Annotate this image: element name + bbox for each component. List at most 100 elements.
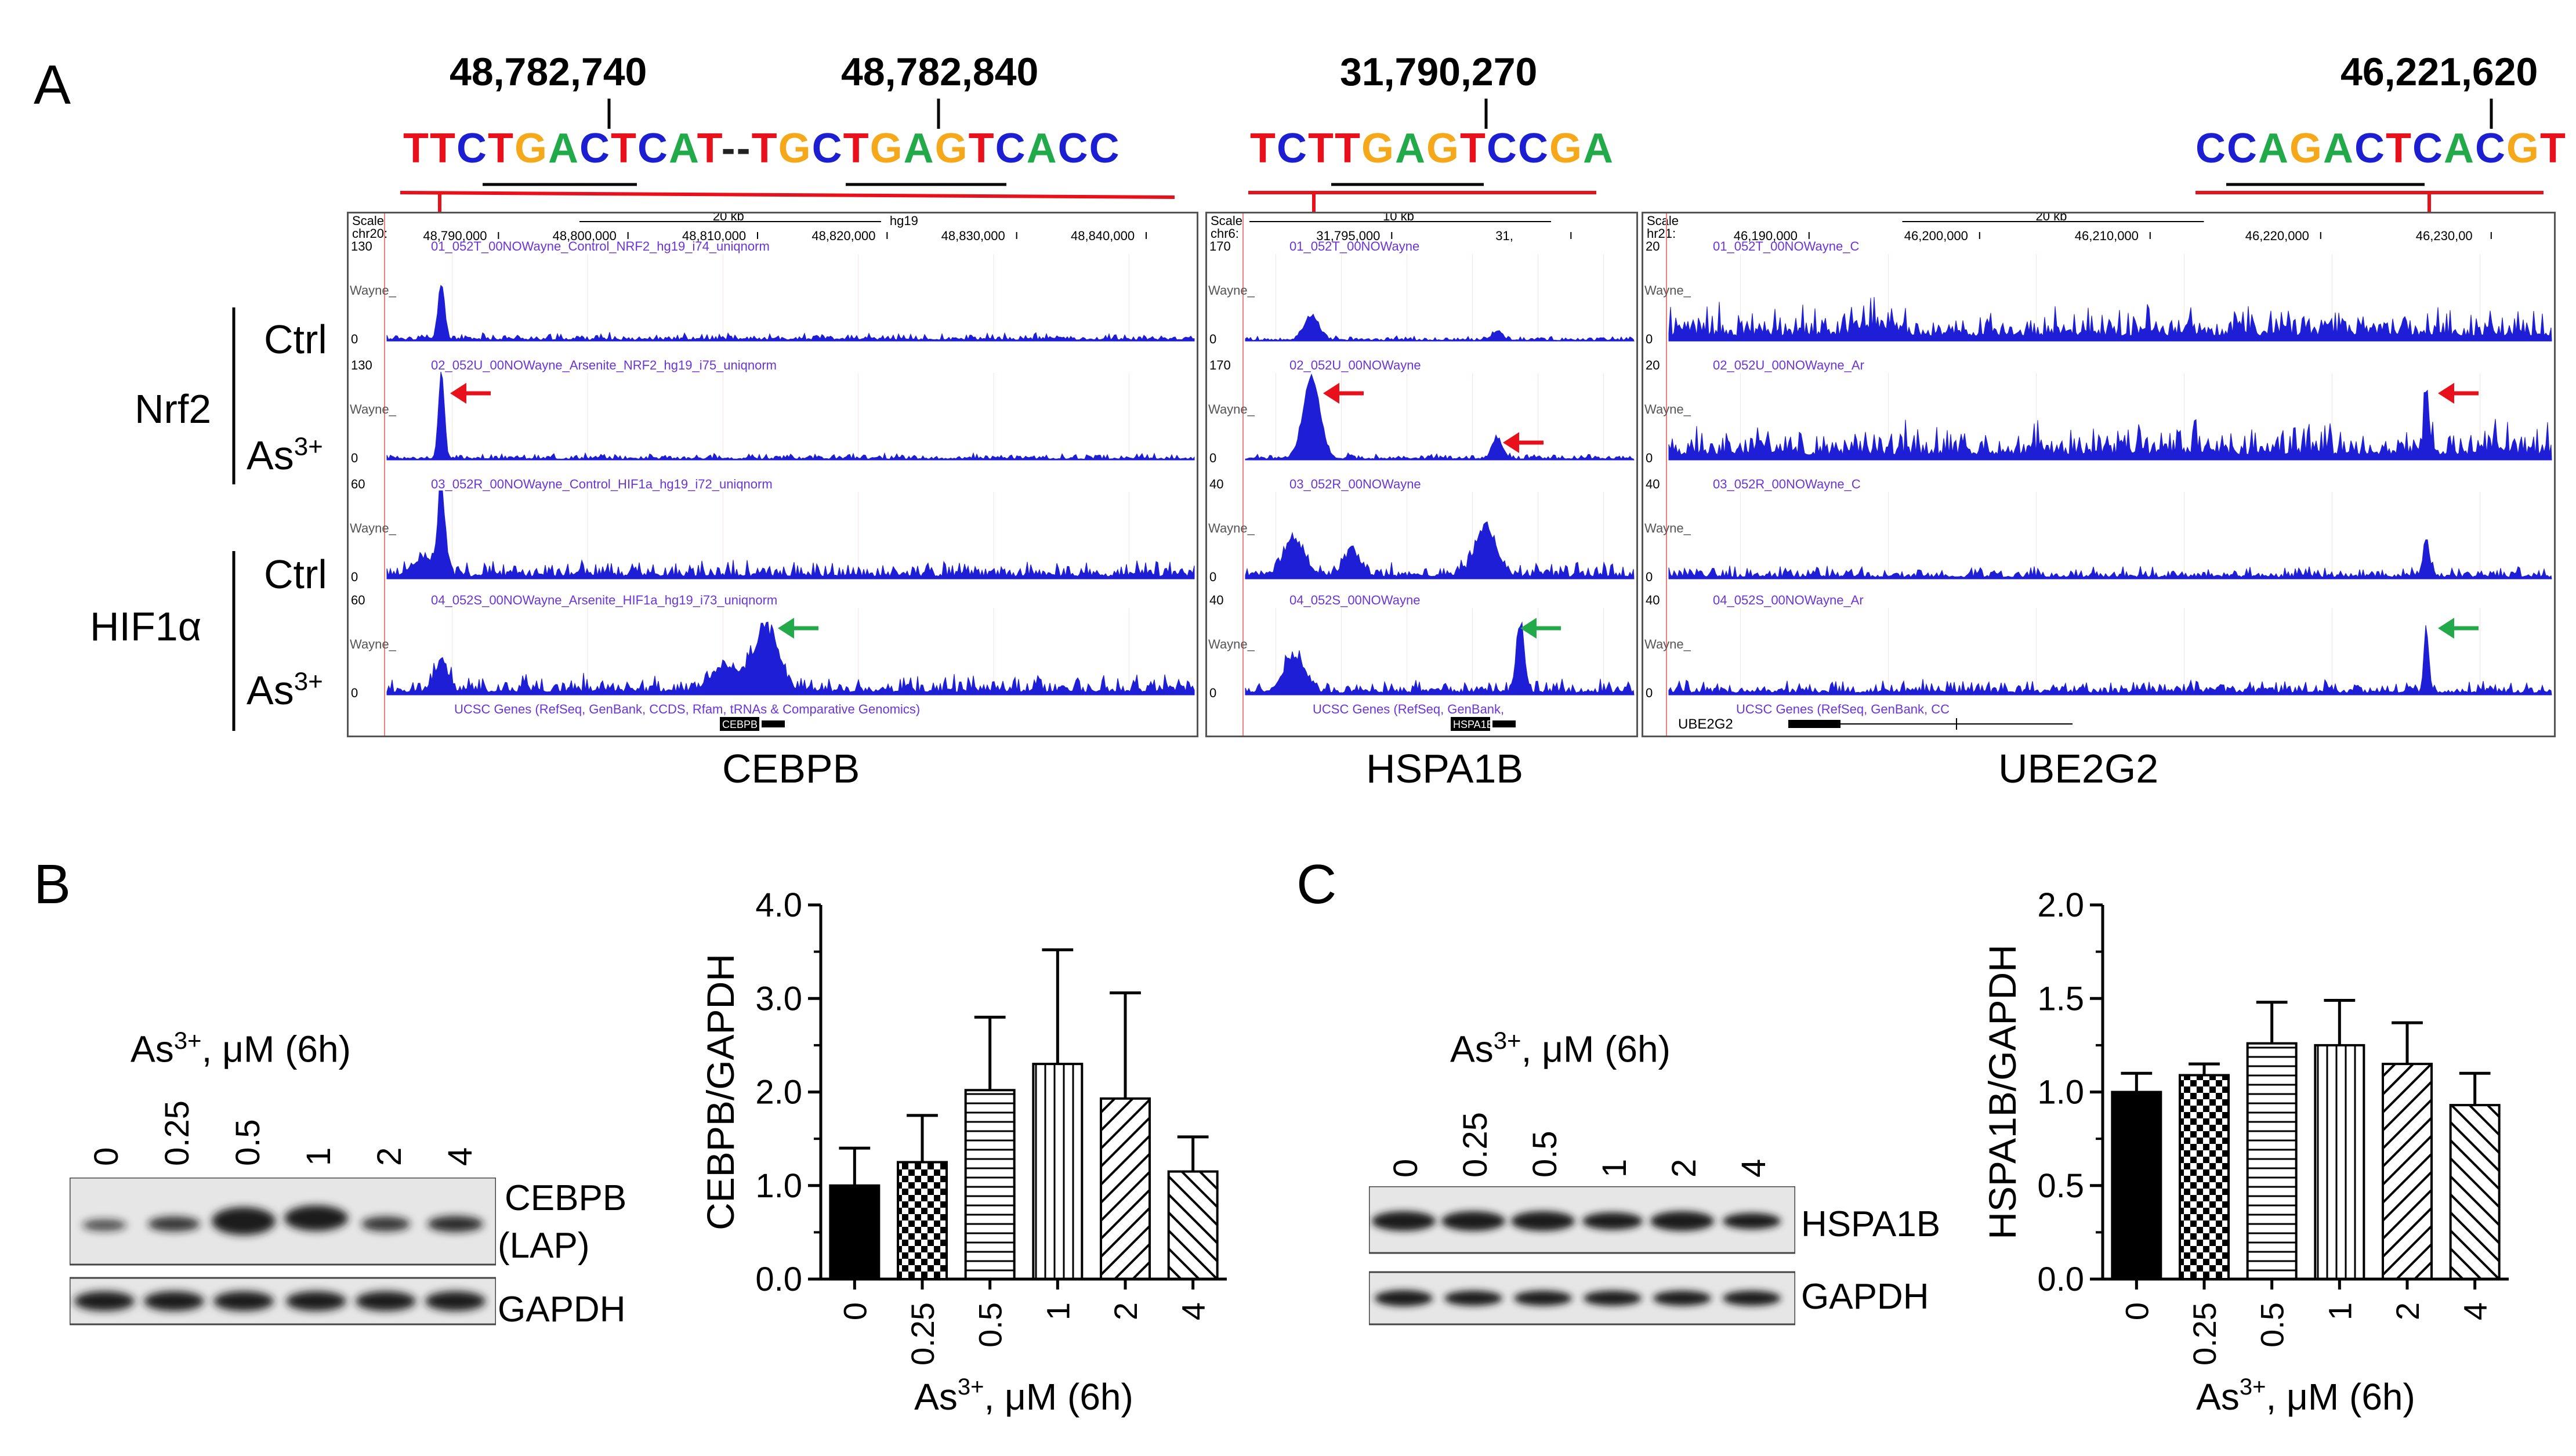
x-tick-label: 1 — [1039, 1302, 1076, 1320]
sequence-letter: C — [811, 125, 843, 172]
sequence-letter: A — [903, 125, 935, 172]
lane-label: 0.5 — [229, 1119, 267, 1166]
browser-track-prefix: Wayne_ — [1208, 283, 1255, 298]
lane-label: 0 — [1387, 1158, 1425, 1178]
signal-track — [1668, 539, 2552, 579]
sequence-letter: T — [487, 125, 515, 172]
y-axis-title: HSPA1B/GAPDH — [1981, 944, 2024, 1240]
sequence-letter: G — [869, 125, 904, 172]
browser-track-zero: 0 — [1646, 451, 1653, 465]
x-tick-label: 0.25 — [904, 1302, 941, 1366]
genome-browser-ube2g2: Scale hr21: 20 kb 46,190,000 46,200,000 46,21… — [1642, 212, 2556, 737]
panel-b-western-blot — [70, 1178, 496, 1325]
y-tick-label: 3.0 — [755, 980, 802, 1017]
x-tick-label: 4 — [1175, 1302, 1212, 1320]
bar — [964, 1089, 1016, 1280]
x-tick-label: 1 — [2321, 1302, 2358, 1320]
gene-label-hspa1b: HSPA1B — [1366, 746, 1524, 791]
sequence-letter: T — [1334, 125, 1361, 172]
browser-track-name: 03_052R_00NOWayne — [1289, 477, 1421, 491]
signal-track — [1245, 373, 1635, 461]
sequence-letter: A — [1394, 125, 1426, 172]
sequence-letter: G — [2289, 125, 2324, 172]
browser-track-zero: 0 — [1646, 686, 1653, 700]
browser-track-name: 03_052R_00NOWayne_C — [1713, 477, 1861, 491]
browser-scale-value: 10 kb — [1383, 213, 1414, 223]
gene-model-name: UBE2G2 — [1678, 716, 1733, 732]
browser-track-max: 20 — [1646, 239, 1660, 253]
x-tick-label: 0.5 — [2254, 1302, 2291, 1348]
sequence-letter: G — [778, 125, 812, 172]
peak-indicator-arrow — [2438, 383, 2479, 404]
coord-label-3: 31,790,270 — [1340, 50, 1538, 94]
browser-track-zero: 0 — [1209, 332, 1216, 346]
bar — [1100, 1097, 1151, 1280]
signal-track — [1668, 297, 2552, 342]
peak-indicator-arrow — [1520, 618, 1561, 639]
browser-track-zero: 0 — [1209, 686, 1216, 700]
bar — [2382, 1063, 2433, 1280]
peak-indicator-arrow — [450, 383, 491, 404]
browser-track-name: 01_052T_00NOWayne_Control_NRF2_hg19_i74_… — [431, 239, 770, 253]
bar — [829, 1184, 881, 1280]
signal-track — [1668, 389, 2552, 461]
lane-label: 2 — [371, 1147, 408, 1166]
label-nrf2-as: As3+ — [247, 432, 323, 478]
lane-label: 4 — [441, 1147, 479, 1166]
bar — [2314, 1044, 2365, 1280]
browser-tick-label: 46,200,000 — [1904, 229, 1968, 243]
browser-assembly: hg19 — [890, 213, 918, 228]
panel-b-letter: B — [34, 853, 71, 915]
panel-c-band-hspa1b: HSPA1B — [1801, 1204, 1941, 1244]
lane-label: 2 — [1665, 1158, 1703, 1178]
sequence-letter: T — [751, 125, 778, 172]
sequence-letter: T — [1459, 125, 1487, 172]
panel-c-letter: C — [1296, 853, 1337, 915]
peak-indicator-arrow — [778, 618, 818, 639]
browser-track-max: 60 — [351, 593, 365, 607]
signal-track — [1245, 313, 1635, 342]
panel-c-bar-chart: 0.0 0.5 1.0 1.5 2.0 0 0.25 0.5 1 2 4 HSPA1B/GAPDH As… — [1981, 886, 2509, 1418]
sequence-letter: A — [2444, 125, 2475, 172]
browser-track-name: 01_052T_00NOWayne — [1289, 239, 1419, 253]
browser-tick-label: 48,790,000 — [423, 229, 487, 243]
browser-track-prefix: Wayne_ — [1644, 521, 1691, 535]
sequence-letter: C — [2195, 125, 2227, 172]
sequence-letter: G — [934, 125, 969, 172]
browser-track-name: 03_052R_00NOWayne_Control_HIF1a_hg19_i72… — [431, 477, 773, 491]
panel-a-letter: A — [34, 54, 71, 116]
panel-b-band-cebpb: CEBPB — [505, 1178, 627, 1218]
browser-tick-label: 46,230,00 — [2416, 229, 2473, 243]
sequence-cebpb: TTCTGACTCAT--TGCTGAGTCACC — [403, 125, 1121, 172]
browser-track-name: 04_052S_00NOWayne — [1289, 593, 1420, 607]
browser-track-prefix: Wayne_ — [1644, 637, 1691, 651]
cebpb-band-6 — [427, 1216, 483, 1232]
signal-track — [1245, 521, 1635, 579]
cebpb-band-5 — [361, 1216, 410, 1232]
browser-gene-track-label: UCSC Genes (RefSeq, GenBank, CC — [1736, 702, 1950, 716]
y-tick-label: 1.0 — [2037, 1074, 2084, 1111]
x-axis-title: As3+, μM (6h) — [914, 1374, 1133, 1418]
browser-tick-label: 48,840,000 — [1071, 229, 1135, 243]
browser-chr-label: chr6: — [1211, 226, 1239, 241]
sequence-letter: C — [1057, 125, 1089, 172]
bar — [2246, 1042, 2298, 1280]
panel-c-treatment-label: As3+, μM (6h) — [1450, 1027, 1671, 1070]
signal-track — [1245, 621, 1635, 696]
peak-indicator-arrow — [2438, 618, 2479, 639]
sequence-letter: C — [2227, 125, 2258, 172]
signal-track — [386, 621, 1195, 696]
gene-model-box — [1451, 717, 1490, 731]
sequence-letter: T — [2386, 125, 2412, 172]
sequence-letter: A — [668, 125, 697, 172]
panel-c-western-blot — [1369, 1186, 1795, 1325]
browser-tick-label: 48,800,000 — [553, 229, 617, 243]
cebpb-blot-strip — [70, 1178, 496, 1266]
browser-tick-label: 46,210,000 — [2075, 229, 2139, 243]
sequence-letter: G — [1426, 125, 1460, 172]
browser-scale-value: 20 kb — [713, 213, 744, 223]
y-tick-label: 0.0 — [755, 1261, 802, 1298]
bar — [2111, 1091, 2162, 1280]
sequence-letter: A — [1026, 125, 1058, 172]
panel-b-band-lap: (LAP) — [498, 1226, 590, 1266]
